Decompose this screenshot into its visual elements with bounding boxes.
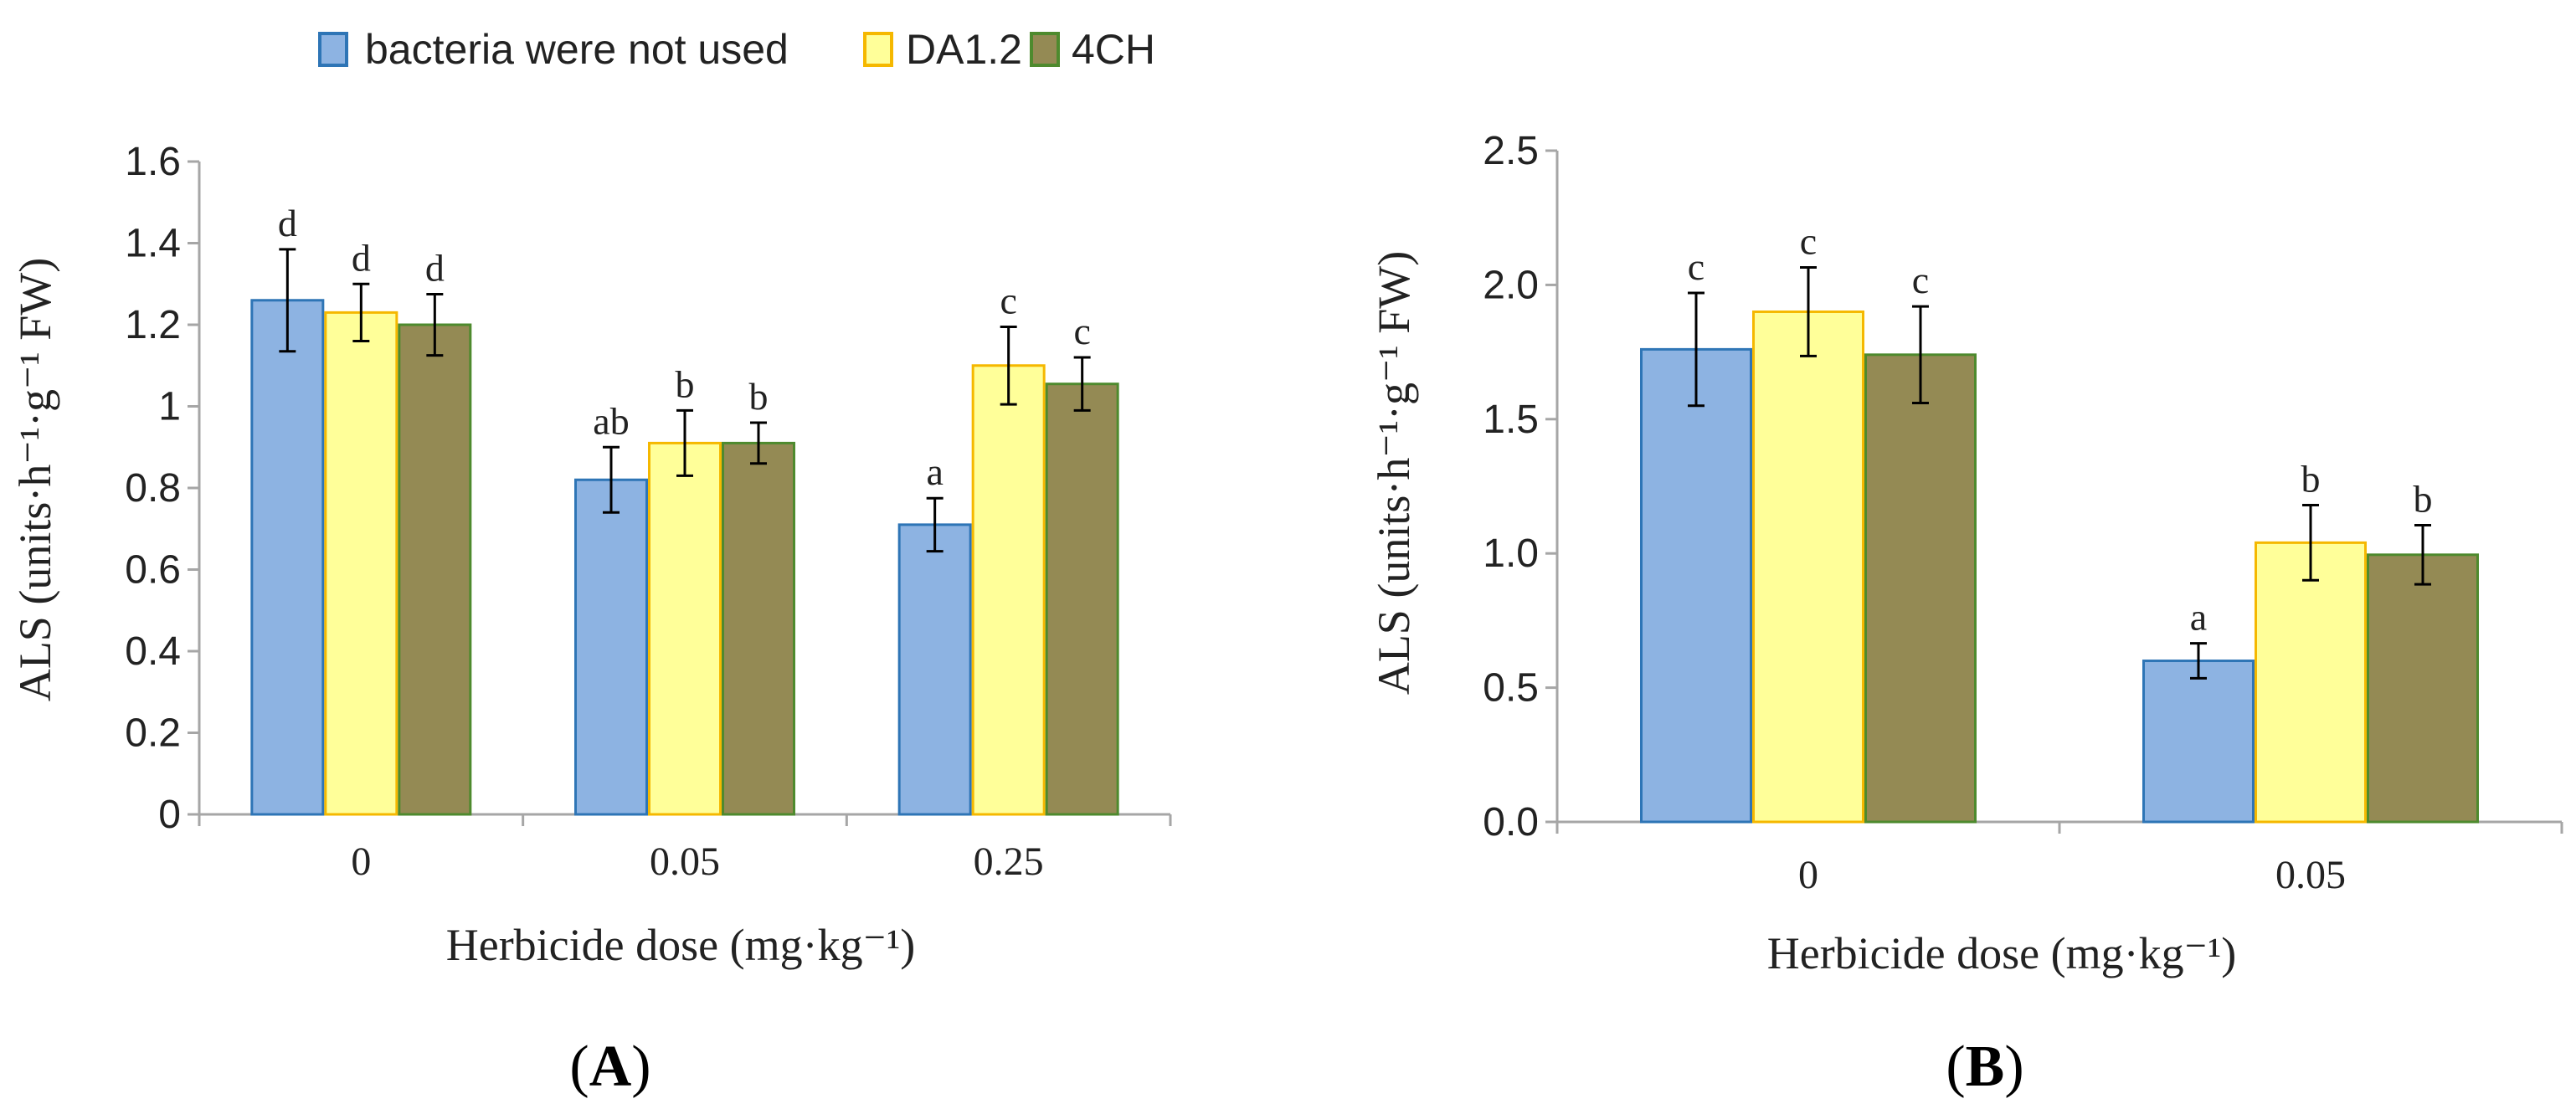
panel-a-y-axis-title: ALS (units·h⁻¹·g⁻¹ FW) <box>10 258 60 701</box>
panel-a-significance-label: b <box>676 362 695 405</box>
panel-b-y-tick-label: 2.0 <box>1483 263 1539 307</box>
panel-b-significance-label: c <box>1688 245 1704 288</box>
panel-a-bar <box>324 311 398 816</box>
panel-b-y-tick-label: 0.0 <box>1483 800 1539 845</box>
panel-a-significance-label: d <box>352 236 371 279</box>
panel-a-y-tick-label: 1.2 <box>125 303 181 347</box>
panel-b-bar <box>1640 347 1752 824</box>
panel-a-bar <box>648 441 722 816</box>
panel-b-bar <box>2142 660 2255 824</box>
panel-b-bar <box>2255 541 2367 824</box>
panel-b-bar <box>1864 353 1977 824</box>
panel-b-x-tick-label: 0 <box>1798 853 1818 897</box>
panel-a-y-tick-label: 1.4 <box>125 222 181 266</box>
panel-a-significance-label: c <box>1073 310 1090 352</box>
panel-a-bar <box>250 299 325 816</box>
panel-a-significance-label: d <box>278 202 297 244</box>
panel-a-bar <box>897 523 972 816</box>
panel-a-x-tick-label: 0 <box>351 839 371 884</box>
panel-a-marks: 0 0.2 0.4 0.6 0.8 1 1.2 1.4 1.6 d d d 0 ab b b 0.05 a c c 0.… <box>125 140 1172 884</box>
panel-a-x-tick-label: 0.05 <box>650 839 720 884</box>
panel-a-y-tick-label: 1.6 <box>125 140 181 184</box>
panel-b-y-tick-label: 1.0 <box>1483 531 1539 576</box>
panel-b-label: (B) <box>1946 1035 2023 1099</box>
chart-panel-b: 0.0 0.5 1.0 1.5 2.0 2.5 c c c 0 a b b 0.05 Herbicide … <box>1369 129 2563 1099</box>
legend: bacteria were not used DA1.2 4CH <box>318 26 1155 73</box>
panel-a-y-tick-label: 0.8 <box>125 466 181 511</box>
legend-swatch-no-bacteria <box>318 32 348 67</box>
panel-a-label: (A) <box>569 1035 650 1099</box>
legend-label-no-bacteria: bacteria were not used <box>365 26 789 73</box>
panel-b-bar <box>2367 553 2479 824</box>
panel-b-significance-label: c <box>1912 259 1929 301</box>
panel-b-x-axis-title: Herbicide dose (mg·kg⁻¹) <box>1767 928 2237 978</box>
legend-swatch-da12 <box>863 32 893 67</box>
legend-swatch-4ch <box>1030 32 1060 67</box>
panel-a-x-axis-title: Herbicide dose (mg·kg⁻¹) <box>446 920 916 970</box>
panel-a-significance-label: b <box>749 375 769 418</box>
panel-b-significance-label: c <box>1800 220 1817 263</box>
panel-a-bar <box>1045 383 1119 816</box>
panel-b-bar <box>1752 310 1864 824</box>
panel-a-bar <box>971 364 1046 816</box>
panel-a-x-tick-label: 0.25 <box>974 839 1044 884</box>
panel-a-significance-label: ab <box>593 399 629 442</box>
panel-a-bar <box>398 323 472 816</box>
chart-panel-a: 0 0.2 0.4 0.6 0.8 1 1.2 1.4 1.6 d d d 0 ab b b 0.05 a c c 0.… <box>10 140 1172 1099</box>
panel-a-significance-label: d <box>425 246 445 289</box>
panel-b-significance-label: a <box>2190 596 2207 639</box>
panel-a-y-tick-label: 0.2 <box>125 711 181 756</box>
panel-a-bar <box>722 441 795 816</box>
panel-a-y-tick-label: 1 <box>158 385 181 429</box>
panel-b-y-tick-label: 2.5 <box>1483 129 1539 173</box>
panel-b-y-tick-label: 1.5 <box>1483 398 1539 442</box>
panel-a-bar <box>574 478 648 816</box>
panel-a-y-tick-label: 0.6 <box>125 548 181 593</box>
panel-a-y-tick-label: 0.4 <box>125 629 181 674</box>
panel-b-y-tick-label: 0.5 <box>1483 666 1539 711</box>
panel-a-y-tick-label: 0 <box>158 793 181 837</box>
panel-b-marks: 0.0 0.5 1.0 1.5 2.0 2.5 c c c 0 a b b 0.05 <box>1483 129 2563 897</box>
legend-label-4ch: 4CH <box>1072 26 1155 73</box>
panel-b-significance-label: b <box>2301 457 2321 500</box>
panel-b-x-tick-label: 0.05 <box>2275 853 2346 897</box>
panel-b-y-axis-title: ALS (units·h⁻¹·g⁻¹ FW) <box>1369 251 1419 695</box>
legend-label-da12: DA1.2 <box>906 26 1022 73</box>
panel-b-significance-label: b <box>2414 478 2433 521</box>
panel-a-significance-label: a <box>926 450 943 493</box>
panel-a-significance-label: c <box>1000 279 1016 321</box>
